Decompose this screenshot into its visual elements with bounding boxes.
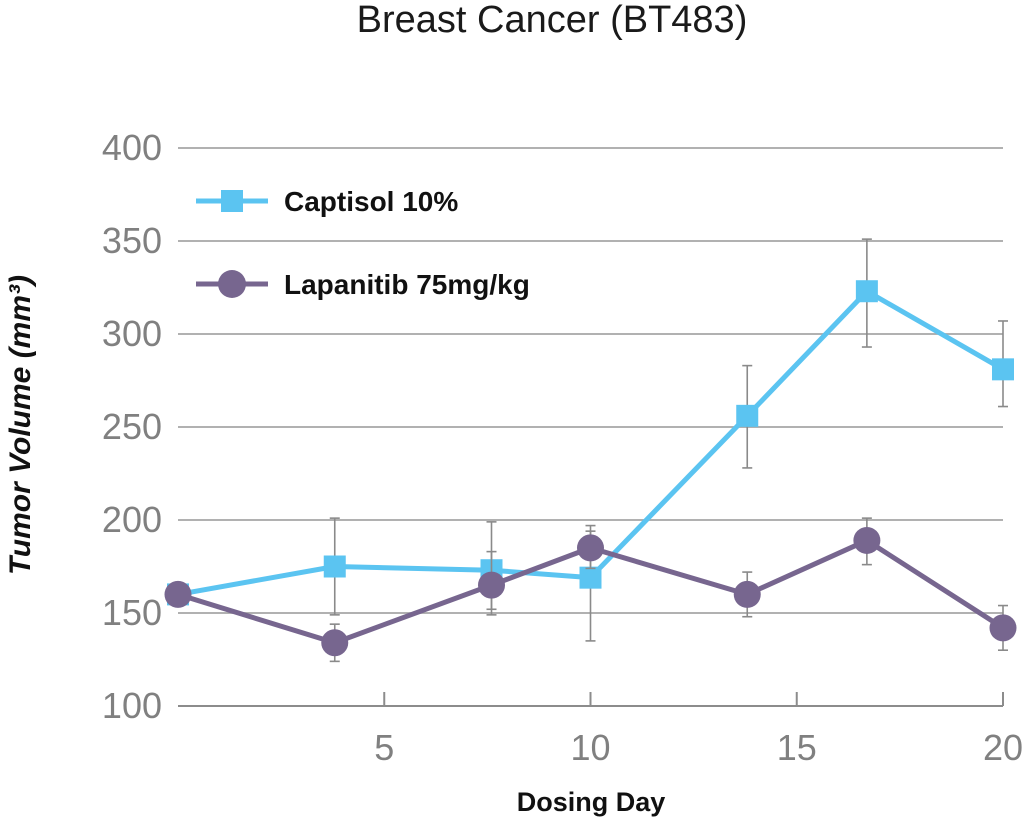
x-tick-label: 5 [374,727,394,768]
y-axis-label: Tumor Volume (mm³) [4,275,37,575]
data-point [478,571,505,599]
x-axis-label: Dosing Day [517,787,666,817]
y-tick-label: 150 [102,592,162,633]
data-point [323,555,346,578]
grid [178,147,1003,614]
legend: Captisol 10% Lapanitib 75mg/kg [196,186,530,300]
legend-item: Captisol 10% [196,186,458,217]
data-point [164,580,192,608]
y-tick-label: 200 [102,499,162,540]
y-tick-label: 350 [102,220,162,261]
chart-title: Breast Cancer (BT483) [357,0,748,41]
y-tick-label: 400 [102,127,162,168]
x-tick-label: 15 [777,727,817,768]
legend-marker [218,270,246,298]
series-1 [164,517,1017,663]
data-point [853,526,881,554]
data-point [989,614,1017,642]
x-tick-label: 10 [570,727,610,768]
data-point [736,404,759,427]
legend-label: Captisol 10% [284,186,458,217]
y-axis: 100 150 200 250 300 350 400 [102,127,162,726]
x-axis: 5 10 15 20 [178,692,1023,768]
data-point [733,580,761,608]
data-point [579,566,602,589]
data-point [577,534,604,562]
data-point [992,358,1014,381]
x-tick-label: 20 [983,727,1023,768]
y-tick-label: 300 [102,313,162,354]
y-tick-label: 100 [102,685,162,726]
legend-item: Lapanitib 75mg/kg [196,269,530,300]
legend-marker [221,190,243,212]
data-point [321,629,349,657]
series-layer [164,238,1017,663]
legend-label: Lapanitib 75mg/kg [284,269,530,300]
y-tick-label: 250 [102,406,162,447]
data-point [855,280,878,303]
